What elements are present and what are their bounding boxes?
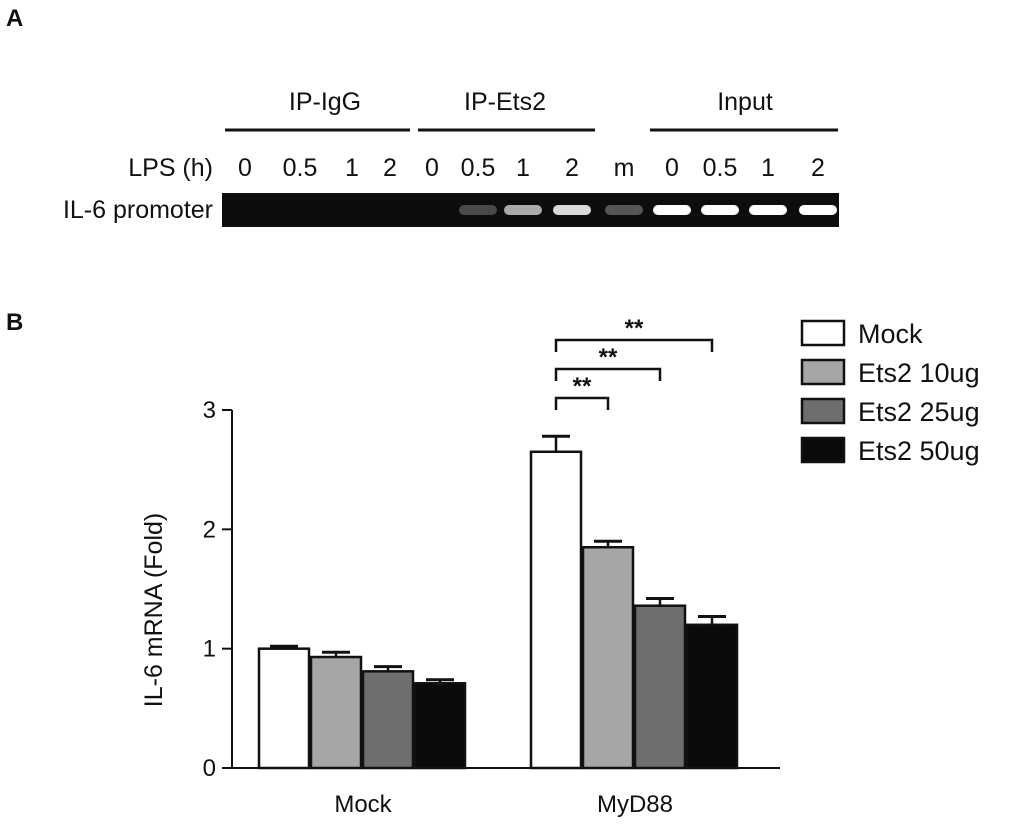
lane-label: 2: [383, 154, 397, 182]
gel-band: [653, 205, 691, 215]
legend-label: Ets2 25ug: [858, 397, 980, 427]
lane-label: 2: [811, 154, 825, 182]
bar: [413, 682, 467, 770]
legend-swatch: [800, 358, 846, 386]
legend-label: Ets2 50ug: [858, 436, 980, 466]
significance-bracket: [554, 367, 662, 381]
legend-swatch: [800, 436, 846, 464]
lane-label: 2: [565, 154, 579, 182]
bar: [581, 545, 635, 770]
band-row-label: IL-6 promoter: [63, 196, 213, 224]
gel-band: [553, 205, 591, 215]
bar: [529, 450, 583, 770]
y-tick-label: 2: [203, 516, 216, 543]
x-axis: Mock MyD88: [232, 767, 780, 818]
gel-band: [605, 205, 643, 215]
lane-label: 0: [425, 154, 439, 182]
significance-label: **: [625, 315, 644, 342]
lane-label: 0.5: [283, 154, 318, 182]
x-tick-label: Mock: [334, 791, 392, 818]
panel-a-letter: A: [6, 5, 23, 32]
y-axis: 0 1 2 3: [203, 397, 233, 782]
significance-bracket: [554, 396, 610, 410]
lane-label: 0.5: [461, 154, 496, 182]
bar: [257, 647, 311, 770]
legend-swatch: [800, 319, 846, 347]
y-tick-label: 3: [203, 397, 216, 424]
gel-band: [459, 205, 497, 215]
lane-label: 0: [665, 154, 679, 182]
significance-label: **: [599, 344, 618, 371]
gel-bands: [459, 205, 837, 215]
lane-label: m: [614, 154, 635, 182]
lane-label: 0.5: [703, 154, 738, 182]
y-tick-label: 1: [203, 636, 216, 663]
group-label-input: Input: [717, 88, 773, 116]
legend-label: Mock: [858, 319, 923, 349]
group-label-ip-ets2: IP-Ets2: [464, 88, 546, 116]
x-tick-label: MyD88: [597, 791, 673, 818]
group-label-ip-igg: IP-IgG: [289, 88, 361, 116]
legend-label: Ets2 10ug: [858, 358, 980, 388]
y-tick-label: 0: [203, 755, 216, 782]
lane-label: 0: [238, 154, 252, 182]
legend: Mock Ets2 10ug Ets2 25ug Ets2 50ug: [800, 319, 980, 466]
gel-band: [799, 205, 837, 215]
gel-band: [504, 205, 542, 215]
panel-b-letter: B: [6, 309, 23, 336]
lps-row-label: LPS (h): [128, 154, 213, 182]
bars: [257, 434, 739, 770]
significance-bracket: [554, 338, 714, 352]
bar: [309, 655, 363, 770]
bar: [685, 623, 739, 770]
y-axis-title: IL-6 mRNA (Fold): [140, 513, 168, 707]
bar: [361, 670, 415, 770]
lane-label: 1: [516, 154, 530, 182]
gel-band: [749, 205, 787, 215]
gel-band: [701, 205, 739, 215]
lane-label: 1: [345, 154, 359, 182]
significance-label: **: [573, 373, 592, 400]
bar-chart: 0 1 2 3 Mock MyD88 ** ** ** IL-6 mRNA (Fold): [140, 315, 780, 818]
lane-labels: 0 0.5 1 2 0 0.5 1 2 m 0 0.5 1 2: [238, 154, 825, 182]
lane-label: 1: [761, 154, 775, 182]
gel-panel: IP-IgG IP-Ets2 Input LPS (h) 0 0.5 1 2 0 0.5 1…: [63, 88, 839, 227]
significance-brackets: ** ** **: [554, 315, 714, 410]
legend-swatch: [800, 397, 846, 425]
bar: [633, 604, 687, 770]
